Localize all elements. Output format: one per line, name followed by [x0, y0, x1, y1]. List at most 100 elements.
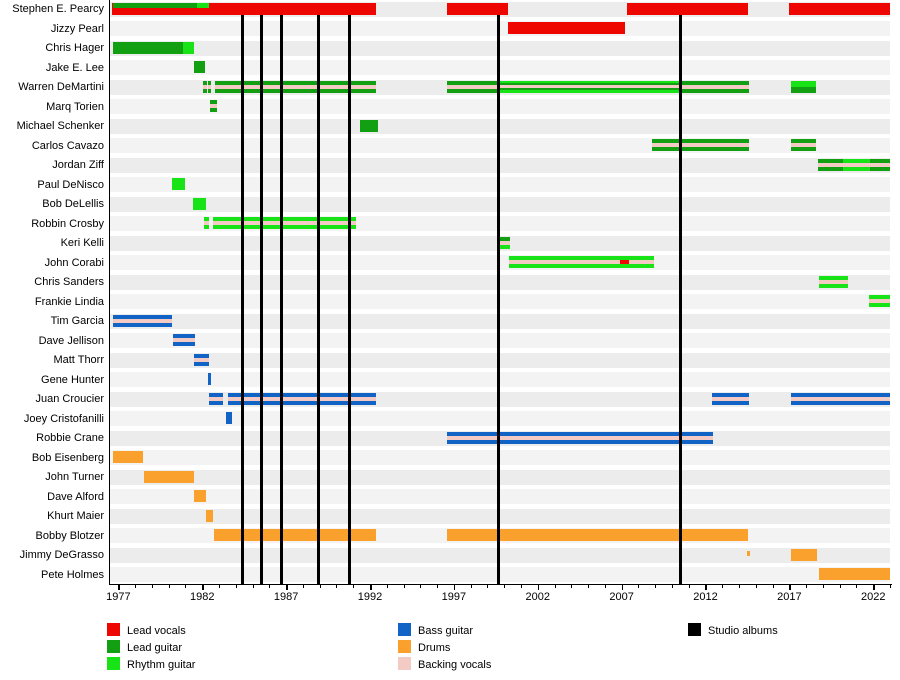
bar-stripe-green [791, 147, 817, 151]
bar-stripe-green [113, 41, 183, 54]
x-axis-minor-tick [252, 585, 254, 588]
x-axis-minor-tick [487, 585, 489, 588]
bar-stripe-pink [203, 84, 208, 89]
bar-stripe-pink [843, 162, 870, 167]
bar-stripe-lightgreen [193, 197, 206, 210]
bar-stripe-lightgreen [213, 225, 356, 229]
x-axis-minor-tick [403, 585, 405, 588]
legend-label: Bass guitar [418, 625, 474, 637]
timeline-bar [791, 139, 817, 151]
legend-swatch-red [107, 623, 120, 636]
bar-stripe-pink [498, 85, 681, 88]
bar-stripe-pink [629, 260, 655, 264]
bar-stripe-pink [712, 396, 750, 401]
bar-stripe-lightgreen [818, 275, 849, 280]
bar-stripe-green [359, 119, 378, 132]
legend-swatch-black [688, 623, 701, 636]
bar-stripe-pink [193, 357, 209, 362]
x-axis-minor-tick [185, 585, 187, 588]
bar-stripe-blue [791, 392, 890, 397]
legend-swatch-pink [398, 656, 411, 670]
legend-label: Backing vocals [418, 658, 492, 671]
bar-stripe-blue [712, 392, 750, 397]
x-axis-minor-tick [219, 585, 221, 588]
x-axis-minor-tick [806, 585, 808, 588]
studio-album-line [496, 14, 500, 584]
bar-stripe-orange [214, 529, 376, 541]
studio-album-line [678, 14, 682, 584]
legend-label: Lead vocals [127, 625, 186, 637]
x-axis-tick-label: 2007 [609, 590, 634, 603]
bar-stripe-green [680, 80, 750, 85]
timeline-bar [627, 2, 749, 15]
bar-stripe-pink [497, 240, 511, 245]
bar-stripe-lightgreen [818, 283, 849, 288]
bar-stripe-lightgreen [203, 217, 209, 221]
timeline-bar [193, 61, 205, 73]
timeline-bar [791, 392, 890, 405]
x-axis-major-tick [453, 585, 456, 590]
row-background [110, 469, 890, 485]
bar-stripe-blue [447, 439, 714, 444]
x-axis-minor-tick [386, 585, 388, 588]
bar-stripe-green [498, 87, 681, 91]
bar-stripe-red [789, 2, 890, 15]
x-axis-minor-tick [319, 585, 321, 588]
timeline-bar [208, 80, 212, 93]
bar-stripe-pink [817, 162, 844, 167]
row-background [110, 508, 890, 524]
bar-stripe-green [817, 166, 844, 171]
row-background [110, 489, 890, 504]
timeline-bar [225, 412, 232, 424]
timeline-bar [143, 470, 194, 483]
bar-stripe-green [209, 100, 218, 104]
row-background [110, 21, 890, 36]
member-name-label: Robbin Crosby [31, 217, 104, 230]
row-background [110, 450, 890, 465]
x-axis-tick-label: 2002 [525, 590, 550, 603]
bar-stripe-blue [228, 400, 376, 405]
legend-label: Drums [418, 642, 451, 654]
bar-stripe-green [208, 80, 212, 85]
x-axis-tick-label: 2012 [693, 590, 718, 603]
studio-album-line [241, 14, 245, 584]
bar-stripe-pink [113, 318, 173, 323]
x-axis-major-tick [118, 585, 120, 590]
member-name-label: Jake E. Lee [45, 61, 104, 74]
timeline-bar [497, 236, 511, 249]
bar-stripe-pink [172, 338, 195, 342]
x-axis-major-tick [202, 585, 204, 590]
x-axis-major-tick [789, 585, 791, 590]
bar-stripe-pink [214, 84, 376, 89]
legend-swatch-lightgreen [107, 656, 120, 670]
studio-album-line [347, 14, 351, 584]
x-axis-minor-tick [772, 585, 774, 588]
bar-stripe-green [203, 80, 208, 85]
bar-stripe-blue [208, 373, 212, 385]
x-axis-minor-tick [856, 585, 858, 588]
bar-stripe-green [680, 88, 750, 93]
x-axis-major-tick [705, 585, 707, 590]
bar-stripe-blue [712, 400, 750, 405]
bar-stripe-green [869, 166, 890, 171]
row-background [110, 177, 890, 192]
x-axis-tick-label: 1987 [273, 590, 299, 603]
member-name-label: Stephen E. Pearcy [12, 3, 104, 15]
x-axis-minor-tick [722, 585, 724, 588]
member-name-label: Robbie Crane [36, 432, 104, 444]
x-axis-major-tick [537, 585, 540, 590]
x-axis-tick-label: 1992 [357, 590, 383, 603]
x-axis-minor-tick [571, 585, 573, 588]
bar-stripe-orange [746, 551, 750, 556]
bar-stripe-green [817, 158, 844, 163]
bar-stripe-lightgreen [619, 264, 630, 268]
legend-item-lead-guitar: Lead guitar [107, 640, 182, 654]
bar-stripe-orange [113, 451, 143, 463]
member-name-label: Keri Kelli [60, 237, 104, 249]
member-name-label: Bob DeLellis [42, 198, 104, 210]
bar-stripe-green [214, 88, 376, 93]
timeline-bar [843, 158, 870, 171]
bar-stripe-orange [447, 529, 749, 541]
bar-stripe-pink [791, 143, 817, 147]
x-axis-minor-tick [420, 585, 422, 588]
